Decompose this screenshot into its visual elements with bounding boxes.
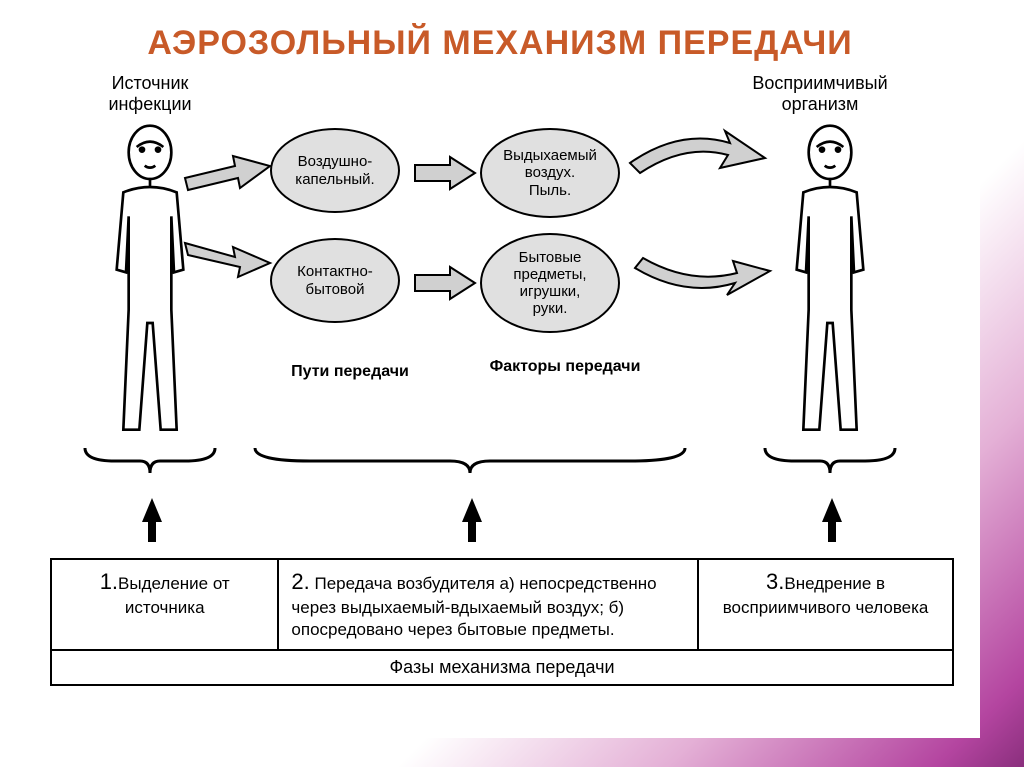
phases-table: 1.Выделение от источника 2. Передача воз… (50, 558, 954, 686)
route-airborne-node: Воздушно-капельный. (270, 128, 400, 213)
brace-middle (250, 443, 690, 483)
route2-text: Контактно-бытовой (297, 263, 373, 298)
route1-text: Воздушно-капельный. (295, 153, 374, 188)
arrow-factor2-recipient (625, 243, 775, 313)
phase2-text: Передача возбудителя а) непосредственно … (291, 574, 656, 639)
phase-1-cell: 1.Выделение от источника (52, 560, 279, 649)
factor-air-node: Выдыхаемыйвоздух.Пыль. (480, 128, 620, 218)
factor-household-node: Бытовыепредметы,игрушки,руки. (480, 233, 620, 333)
factor1-text: Выдыхаемыйвоздух.Пыль. (503, 147, 597, 199)
phases-caption: Фазы механизма передачи (52, 649, 952, 684)
slide-frame: АЭРОЗОЛЬНЫЙ МЕХАНИЗМ ПЕРЕДАЧИ Источник и… (0, 0, 1024, 767)
arrow-route1-factor1 (410, 153, 480, 193)
arrow-src-route1 (180, 148, 275, 193)
factor2-text: Бытовыепредметы,игрушки,руки. (513, 249, 586, 318)
recipient-label: Восприимчивый организм (740, 73, 900, 115)
transmission-diagram: Источник инфекции Восприимчивый организм… (20, 73, 980, 503)
routes-label: Пути передачи (280, 363, 420, 381)
phases-row: 1.Выделение от источника 2. Передача воз… (52, 560, 952, 649)
source-label: Источник инфекции (70, 73, 230, 115)
arrow-src-route2 (180, 233, 275, 283)
phase-3-cell: 3.Внедрение в восприимчивого человека (699, 560, 952, 649)
phase2-num: 2. (291, 569, 309, 594)
phase3-text: Внедрение в восприимчивого человека (723, 574, 929, 617)
arrow-phase1 (142, 498, 162, 522)
arrow-factor1-recipient (620, 123, 770, 193)
route-contact-node: Контактно-бытовой (270, 238, 400, 323)
arrow-phase2 (462, 498, 482, 522)
slide-content: АЭРОЗОЛЬНЫЙ МЕХАНИЗМ ПЕРЕДАЧИ Источник и… (20, 18, 980, 738)
brace-source (80, 443, 220, 483)
slide-title: АЭРОЗОЛЬНЫЙ МЕХАНИЗМ ПЕРЕДАЧИ (20, 24, 980, 63)
phase3-num: 3. (766, 569, 784, 594)
recipient-figure (760, 123, 900, 443)
phase1-text: Выделение от источника (118, 574, 230, 617)
arrow-phase3 (822, 498, 842, 522)
phase-2-cell: 2. Передача возбудителя а) непосредствен… (279, 560, 699, 649)
arrow-route2-factor2 (410, 263, 480, 303)
factors-label: Факторы передачи (480, 358, 650, 376)
brace-recipient (760, 443, 900, 483)
phase1-num: 1. (100, 569, 118, 594)
